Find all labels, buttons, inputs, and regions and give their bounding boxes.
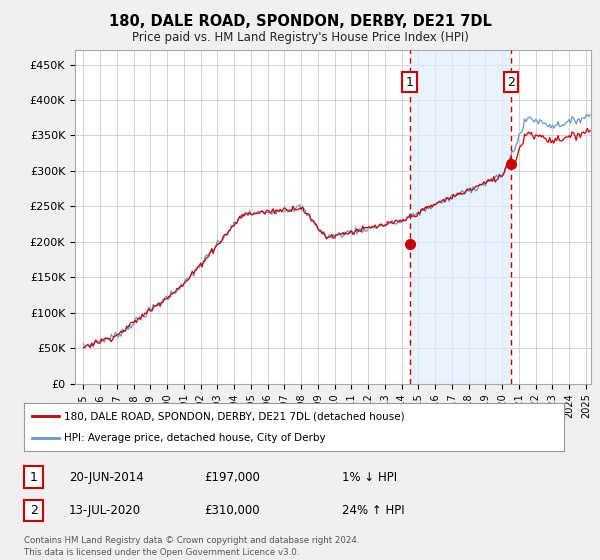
Text: HPI: Average price, detached house, City of Derby: HPI: Average price, detached house, City…: [65, 433, 326, 443]
Text: 13-JUL-2020: 13-JUL-2020: [69, 504, 141, 517]
Text: 2: 2: [29, 504, 38, 517]
Text: £197,000: £197,000: [204, 470, 260, 484]
Text: 180, DALE ROAD, SPONDON, DERBY, DE21 7DL (detached house): 180, DALE ROAD, SPONDON, DERBY, DE21 7DL…: [65, 411, 405, 421]
Text: Price paid vs. HM Land Registry's House Price Index (HPI): Price paid vs. HM Land Registry's House …: [131, 31, 469, 44]
Text: 1: 1: [29, 470, 38, 484]
Bar: [410, 50, 511, 384]
Text: 24% ↑ HPI: 24% ↑ HPI: [342, 504, 404, 517]
Text: £310,000: £310,000: [204, 504, 260, 517]
Text: 180, DALE ROAD, SPONDON, DERBY, DE21 7DL: 180, DALE ROAD, SPONDON, DERBY, DE21 7DL: [109, 14, 491, 29]
Text: 1: 1: [406, 76, 413, 88]
Text: Contains HM Land Registry data © Crown copyright and database right 2024.
This d: Contains HM Land Registry data © Crown c…: [24, 536, 359, 557]
Text: 1% ↓ HPI: 1% ↓ HPI: [342, 470, 397, 484]
Text: 20-JUN-2014: 20-JUN-2014: [69, 470, 144, 484]
Text: 2: 2: [507, 76, 515, 88]
